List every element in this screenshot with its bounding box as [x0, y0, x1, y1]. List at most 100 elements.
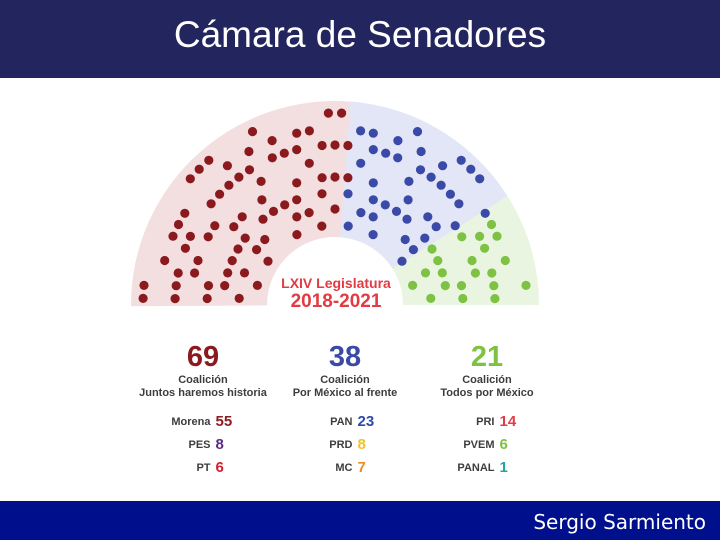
coalition-todos: 21 Coalición Todos por México PRI 14 PVE… — [412, 340, 562, 479]
seat-dot — [193, 255, 203, 266]
seat-dot — [173, 219, 184, 230]
seat-dot — [457, 232, 467, 242]
seat-dot — [233, 244, 243, 254]
seat-dot — [475, 231, 485, 241]
coalition-band — [392, 196, 539, 305]
seat-dot — [416, 146, 426, 157]
seat-dot — [330, 204, 340, 214]
seat-dot — [220, 281, 230, 291]
seat-dot — [206, 199, 216, 209]
seat-dot — [170, 294, 180, 304]
legislatura-period: 2018-2021 — [290, 291, 382, 312]
seat-dot — [260, 234, 270, 245]
seat-dot — [239, 268, 250, 278]
seat-dot — [317, 189, 327, 199]
seat-dot — [356, 126, 366, 136]
seat-dot — [337, 108, 347, 118]
seat-dot — [173, 268, 183, 278]
seat-dot — [412, 127, 423, 137]
author-name: Sergio Sarmiento — [533, 510, 706, 534]
party-name: MC — [335, 461, 353, 474]
seat-dot — [408, 245, 418, 255]
coalition-total: 69 — [186, 341, 220, 373]
seat-dot — [480, 243, 490, 253]
seat-dot — [492, 231, 502, 241]
party-row-pt: PT 6 — [128, 456, 278, 479]
seat-dot — [330, 140, 340, 150]
seat-dot — [280, 200, 290, 210]
seat-dot — [244, 165, 255, 175]
seat-dot — [240, 233, 250, 243]
seat-dot — [257, 195, 267, 205]
seat-dot — [404, 176, 414, 186]
party-seats: 6 — [215, 459, 224, 476]
seat-dot — [436, 180, 446, 190]
seat-dot — [466, 164, 476, 174]
seat-dot — [393, 153, 403, 163]
seat-dot — [292, 212, 302, 222]
seat-dot — [445, 189, 455, 199]
seat-dot — [210, 221, 220, 231]
coalition-total: 38 — [328, 341, 362, 373]
seat-dot — [160, 255, 170, 266]
seat-dot — [267, 136, 277, 146]
seat-dot — [229, 222, 239, 232]
seat-dot — [292, 178, 302, 188]
seat-dot — [343, 221, 353, 231]
party-seats: 1 — [499, 459, 508, 476]
party-name: PRI — [476, 415, 495, 428]
seat-dot — [185, 231, 195, 241]
seat-dot — [268, 206, 279, 216]
seat-dot — [489, 281, 499, 291]
header-bar: Cámara de Senadores — [0, 0, 720, 78]
seat-dot — [215, 189, 225, 199]
party-seats: 8 — [357, 436, 366, 453]
coalition-label: Coalición — [178, 374, 228, 386]
seat-dot — [222, 161, 232, 171]
party-name: PRD — [329, 438, 353, 451]
seat-dot — [415, 165, 426, 175]
seat-dot — [456, 155, 466, 165]
coalition-label: Coalición — [320, 374, 370, 386]
coalition-name: Por México al frente — [292, 387, 398, 399]
seat-dot — [323, 108, 333, 118]
seat-dot — [263, 256, 273, 266]
seat-dot — [475, 174, 485, 184]
seat-dot — [237, 212, 247, 222]
seat-dot — [423, 212, 433, 222]
seat-dot — [500, 255, 510, 266]
seat-dot — [408, 280, 418, 290]
seat-dot — [180, 243, 190, 253]
seat-dot — [194, 164, 204, 174]
footer-bar: Sergio Sarmiento — [0, 501, 720, 540]
seat-dot — [391, 206, 402, 216]
seat-dot — [343, 189, 353, 199]
seat-dot — [431, 222, 441, 232]
seat-dots — [138, 108, 531, 304]
seat-dot — [438, 161, 448, 171]
page-title: Cámara de Senadores — [173, 14, 547, 55]
seat-dot — [487, 268, 497, 278]
seat-dot — [420, 233, 430, 243]
seat-dot — [450, 221, 460, 231]
seat-dot — [454, 199, 464, 209]
seat-dot — [402, 214, 412, 224]
seat-dot — [426, 293, 436, 303]
seat-dot — [203, 281, 214, 291]
seat-dot — [304, 126, 314, 136]
seat-dot — [403, 195, 413, 205]
party-seats: 55 — [215, 413, 233, 430]
seat-dot — [480, 208, 490, 218]
party-name: PAN — [330, 415, 353, 428]
seat-dot — [356, 208, 366, 218]
party-seats: 8 — [215, 436, 224, 453]
seat-dot — [203, 232, 213, 242]
seat-dot — [397, 256, 407, 266]
seat-dot — [393, 136, 403, 146]
seat-dot — [171, 281, 181, 291]
party-name: PT — [196, 461, 211, 474]
seat-dot — [139, 280, 149, 290]
party-seats: 7 — [357, 459, 366, 476]
party-row-pvem: PVEM 6 — [412, 433, 562, 456]
seat-dot — [470, 268, 480, 278]
